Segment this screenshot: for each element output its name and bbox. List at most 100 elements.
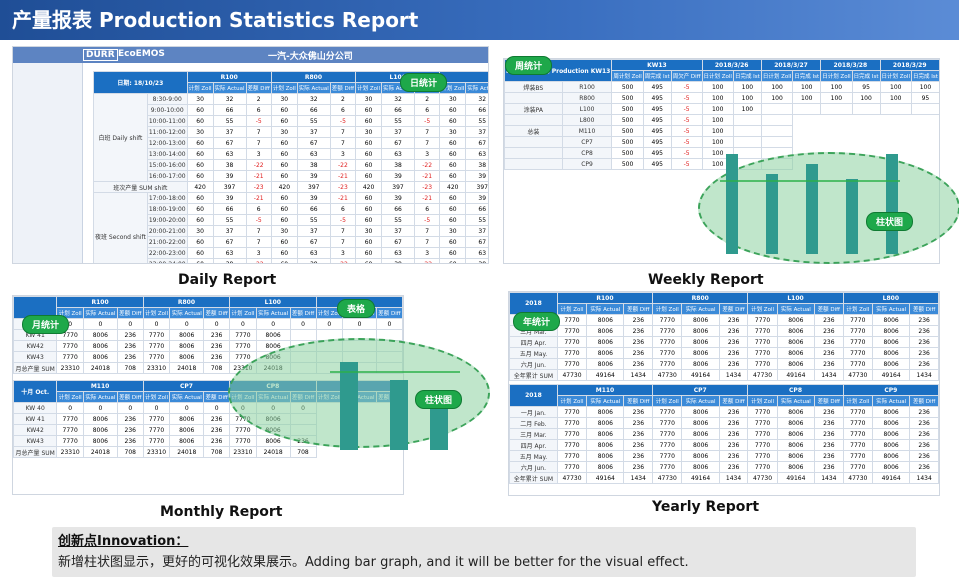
- table-cell: 8006: [82, 435, 118, 447]
- table-cell: 708: [203, 362, 231, 374]
- table-cell: 39: [465, 170, 488, 182]
- table-cell: -5: [329, 214, 357, 226]
- table-cell: -5: [245, 115, 272, 127]
- table-cell: 236: [116, 413, 144, 425]
- table-cell: 8006: [871, 428, 911, 440]
- table-cell: 60: [186, 137, 214, 149]
- table-cell: 236: [116, 329, 144, 341]
- table-cell: [879, 103, 912, 115]
- month-label: 四月 Apr.: [509, 336, 558, 348]
- table-cell: 30: [355, 126, 383, 138]
- table-cell: 67: [296, 236, 331, 248]
- table-cell: 39: [465, 192, 488, 204]
- workshop-label: [504, 92, 563, 104]
- month-label: 六月 Jun.: [509, 358, 558, 370]
- table-cell: 8006: [776, 325, 816, 337]
- table-cell: 100: [820, 92, 853, 104]
- table-cell: 60: [439, 104, 467, 116]
- table-row: 夜班 Second shift 17:00-18:00 60 39 -21 60 39 -21…: [93, 192, 488, 263]
- table-cell: 495: [642, 103, 672, 115]
- table-cell: -5: [670, 114, 703, 126]
- table-cell: 8006: [776, 358, 816, 370]
- table-cell: 8006: [586, 450, 625, 462]
- weekly-bar-chart: [720, 154, 900, 254]
- table-cell: 60: [355, 247, 383, 259]
- table-cell: 63: [296, 247, 331, 259]
- column-header: 计划 Zoll: [842, 395, 873, 407]
- table-cell: 32: [296, 93, 331, 105]
- table-row: 白班 Daily shift 8:30-9:00 30 32 2 30 32 2 30 32 2 30…: [93, 93, 488, 182]
- table-cell: 60: [270, 236, 298, 248]
- table-cell: 236: [116, 424, 144, 436]
- table-cell: 38: [381, 159, 415, 171]
- table-cell: 60: [270, 148, 298, 160]
- table-cell: 37: [465, 225, 488, 237]
- table-cell: 7770: [56, 413, 84, 425]
- logo: DURR: [83, 49, 118, 61]
- column-header: 实际 Actual: [871, 395, 911, 407]
- table-cell: 67: [465, 137, 488, 149]
- period-header: 十月 Oct.: [13, 380, 58, 403]
- table-cell: -5: [413, 214, 441, 226]
- column-header: 计划 Zoll: [186, 82, 214, 94]
- table-cell: 8006: [169, 435, 205, 447]
- table-cell: 7: [413, 236, 441, 248]
- table-cell: 30: [439, 225, 467, 237]
- column-header: 计划 Zoll: [842, 303, 873, 315]
- group-header: L100: [229, 296, 317, 308]
- yearly-table-second: 2018 M110 CP7 CP8 CP9 计划 Zoll 实际 Actual 差额 Diff…: [509, 384, 939, 484]
- table-cell: 3: [329, 247, 357, 259]
- table-cell: 236: [116, 435, 144, 447]
- innovation-text: 新增柱状图显示，更好的可视化效果展示。Adding bar graph, and…: [58, 555, 689, 570]
- table-cell: 7770: [556, 406, 588, 418]
- table-cell: 8006: [776, 336, 816, 348]
- table-cell: 55: [296, 115, 331, 127]
- column-header: 实际 Actual: [465, 82, 488, 94]
- table-cell: 55: [381, 214, 415, 226]
- column-header: 实际 Actual: [681, 303, 720, 315]
- week-label: KW 41: [13, 413, 58, 425]
- time-cell: 23:00-24:00: [146, 258, 188, 263]
- table-cell: 30: [186, 225, 214, 237]
- table-cell: 236: [718, 439, 749, 451]
- table-cell: 8006: [871, 358, 911, 370]
- month-label: 六月 Jun.: [509, 461, 558, 473]
- table-cell: 236: [814, 461, 844, 473]
- table-cell: 236: [909, 450, 939, 462]
- table-row: 2018 M110 CP7 CP8 CP9: [509, 384, 939, 407]
- table-cell: 420: [270, 181, 298, 193]
- table-cell: 7: [413, 137, 441, 149]
- table-cell: 7: [245, 137, 272, 149]
- table-cell: 8006: [681, 428, 720, 440]
- table-cell: 500: [611, 136, 644, 148]
- column-header: 差额 Diff: [245, 82, 272, 94]
- table-cell: 8006: [586, 325, 625, 337]
- table-cell: 236: [623, 406, 654, 418]
- table-cell: 236: [623, 314, 654, 326]
- table-cell: 100: [732, 92, 762, 104]
- table-row: 二月 Feb.777080062367770800623677708006236…: [509, 314, 939, 326]
- table-cell: 30: [355, 225, 383, 237]
- table-cell: 7770: [842, 347, 873, 359]
- table-cell: 236: [203, 329, 231, 341]
- column-header: 实际 Actual: [776, 303, 816, 315]
- week-label: 月总产量 SUM: [13, 446, 58, 458]
- column-header: 实际 Actual: [169, 307, 205, 319]
- table-cell: 0: [82, 402, 118, 414]
- table-cell: 495: [642, 114, 672, 126]
- table-cell: 8006: [871, 325, 911, 337]
- table-cell: 500: [611, 125, 644, 137]
- model-label: L100: [561, 103, 613, 115]
- column-header: 差额 Diff: [203, 307, 231, 319]
- table-cell: 47730: [556, 369, 588, 381]
- table-cell: [732, 136, 762, 148]
- table-row: 三月 Mar. 7770 8006 236 7770 8006 236 7770 8006 236…: [509, 325, 939, 337]
- table-cell: 7770: [747, 428, 778, 440]
- column-header: 差额 Diff: [623, 303, 654, 315]
- week-label: 月总产量 SUM: [13, 362, 58, 374]
- table-cell: 7770: [842, 358, 873, 370]
- table-cell: 236: [909, 314, 939, 326]
- table-cell: 0: [229, 318, 257, 330]
- table-cell: 7770: [842, 417, 873, 429]
- table-row: 四月 Apr. 7770 8006 236 7770 8006 236 7770 8006 236…: [509, 336, 939, 348]
